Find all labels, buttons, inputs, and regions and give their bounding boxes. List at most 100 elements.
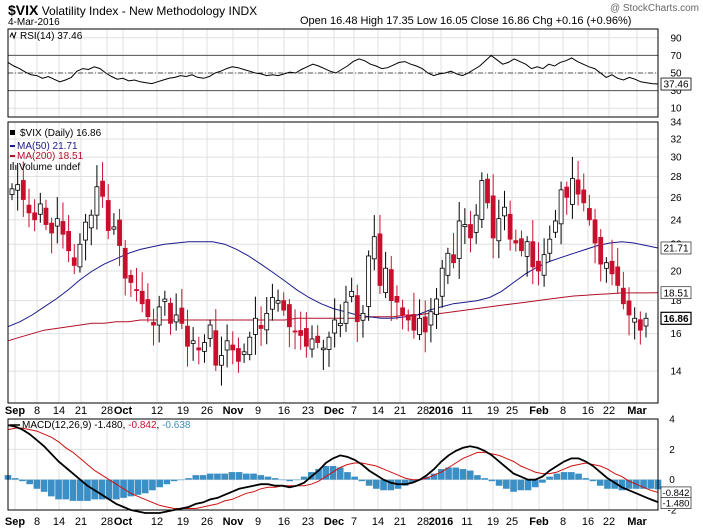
date-axis: SepSep88141421212828OctOct121219192626No… [5,405,648,528]
candle-body [536,260,541,272]
candle-body [219,355,224,366]
candle-body [173,314,179,323]
macd-histogram-bar [113,479,120,500]
macd-histogram-bar [48,479,55,497]
candle-body [264,312,270,331]
macd-value-1: -1.480 [94,420,123,431]
candle-body [326,336,332,350]
date-tick-label: 14 [53,405,65,417]
candle-body [60,221,66,235]
candle-body [439,267,445,297]
macd-histogram-bar [618,479,626,491]
macd-histogram-bar [11,478,19,480]
candle-body [286,304,292,328]
candle-body [530,241,536,268]
candle-body [281,300,287,311]
date-tick-label: 21 [75,405,87,417]
macd-histogram-bar [604,479,611,489]
chart-grid [8,29,658,511]
date-tick-label: 23 [302,405,314,417]
price-tick-label: 26 [670,193,682,204]
date-tick-label: Mar [627,405,647,417]
macd-signal-line [7,427,659,509]
candle-body [258,325,264,329]
candle-body [320,347,326,351]
macd-histogram-bar [640,479,647,489]
candle-body [179,307,185,324]
rsi-value: 37.46 [57,31,82,42]
price-tick-label: 30 [670,153,682,164]
candle-body [20,180,26,200]
candle-body [145,299,151,318]
candle-body [598,237,604,265]
candle-body [570,178,575,205]
candle-body [377,233,383,286]
macd-histogram-bar [170,479,178,482]
macd-histogram-bar [322,466,330,480]
candle-body [643,317,649,327]
macd-histogram-bar [625,479,633,489]
candle-body [94,186,100,216]
macd-histogram-bar [575,473,582,480]
candle-body [615,266,621,286]
candle-body [168,302,173,324]
macd-histogram-bar [365,479,373,486]
macd-histogram-bar [329,466,337,480]
candle-body [88,214,94,229]
date-tick-label: 11 [461,516,472,528]
date-tick-label: 9 [255,405,261,417]
macd-line [7,424,659,514]
date-tick-label: 19 [487,405,499,417]
candle-body [253,317,258,335]
candle-body [456,220,462,259]
macd-tick-label: -2 [668,506,677,517]
macd-tick-label: 4 [669,415,675,426]
candle-body [122,247,128,279]
macd-histogram-bar [235,472,243,480]
price-tag-label: 18.51 [663,288,688,299]
symbol: $VIX [8,2,39,18]
macd-histogram-bar [221,473,228,480]
candle-body [247,336,253,356]
macd-tick-label: 0 [669,475,675,486]
macd-histogram-bar [293,479,301,481]
macd-histogram-bar [488,479,496,482]
candle-body [66,231,72,252]
candle-body [15,184,21,191]
candle-body [581,189,587,204]
macd-histogram-bar [358,479,366,482]
candle-body [202,342,207,352]
candle-body [524,241,530,257]
date-tick-label: Sep [5,516,25,528]
ohlc-summary: Open 16.48 High 17.35 Low 16.05 Close 16… [300,15,632,27]
macd-histogram-bar [531,479,539,488]
candle-body [196,347,202,351]
candle-body [632,317,638,323]
candle-body [105,200,111,231]
macd-histogram-bar [84,479,91,501]
candle-body [541,254,547,276]
rsi-value-tag-label: 37.46 [663,80,688,91]
volume-legend-icon [10,162,17,170]
macd-histogram-bar [560,472,568,480]
candle-body [349,290,355,298]
price-tag [660,311,692,325]
candle-body [620,287,626,305]
candle-body [502,206,507,217]
candle-body [496,218,502,242]
macd-histogram-bar [40,479,48,492]
macd-tick-label: 2 [669,445,675,456]
macd-histogram-bar [474,475,481,480]
macd-histogram-bar [76,479,84,501]
candle-body [230,344,236,351]
macd-histogram-bar [19,479,26,482]
date-tick-label: 8 [560,405,566,417]
candle-body [343,301,349,324]
date-tick-label: Nov [223,516,245,528]
candle-body [292,330,298,333]
macd-histogram-bar [351,476,358,480]
macd-histogram-bar [539,479,546,483]
macd-value-3: -0.638 [162,420,191,431]
candle-body [309,338,315,350]
macd-histogram-bar [466,470,474,480]
